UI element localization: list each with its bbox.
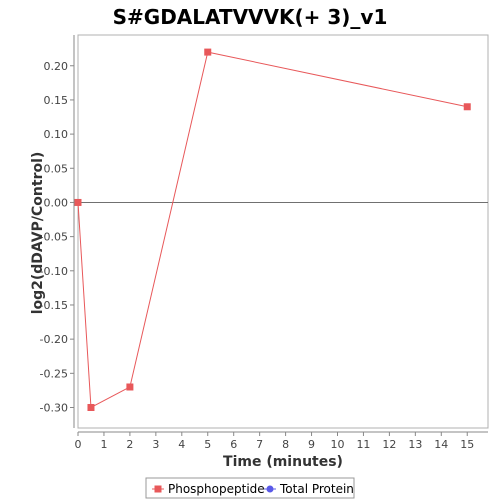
y-tick-label: 0.05 bbox=[44, 162, 69, 175]
x-tick-label: 14 bbox=[434, 438, 448, 451]
legend-items: Phosphopeptide Total Protein bbox=[152, 482, 354, 496]
data-point bbox=[87, 403, 95, 411]
x-tick-label: 1 bbox=[100, 438, 107, 451]
y-axis-title: log2(dDAVP/Control) bbox=[30, 152, 46, 315]
legend-marker bbox=[154, 485, 162, 493]
x-tick-label: 6 bbox=[230, 438, 237, 451]
data-point bbox=[204, 48, 212, 56]
y-axis: 0.20 0.15 0.10 0.05 0.00 -0.05 -0.10 -0.15 -0.20… bbox=[40, 35, 75, 428]
x-axis-title: Time (minutes) bbox=[223, 454, 343, 470]
x-axis: 0 1 2 3 4 5 6 7 8 9 10 11 12 13 14 15 bbox=[75, 431, 488, 451]
x-tick-label: 0 bbox=[75, 438, 82, 451]
x-tick-label: 2 bbox=[126, 438, 133, 451]
y-tick-label: 0.20 bbox=[44, 60, 69, 73]
x-tick-label: 11 bbox=[356, 438, 370, 451]
y-tick-label: -0.30 bbox=[40, 401, 68, 414]
x-tick-label: 5 bbox=[204, 438, 211, 451]
x-tick-label: 4 bbox=[178, 438, 185, 451]
y-tick-label: 0.15 bbox=[44, 94, 69, 107]
plot-area bbox=[77, 34, 489, 429]
y-tick-label: -0.25 bbox=[40, 367, 68, 380]
y-tick-label: -0.20 bbox=[40, 333, 68, 346]
legend-label: Phosphopeptide bbox=[168, 482, 265, 496]
x-tick-label: 3 bbox=[152, 438, 159, 451]
x-tick-label: 9 bbox=[308, 438, 315, 451]
x-tick-label: 7 bbox=[256, 438, 263, 451]
data-point bbox=[74, 198, 82, 206]
legend-label: Total Protein bbox=[279, 482, 354, 496]
x-tick-label: 8 bbox=[282, 438, 289, 451]
series-layer bbox=[74, 48, 471, 411]
y-tick-label: 0.00 bbox=[44, 196, 69, 209]
x-tick-label: 10 bbox=[330, 438, 344, 451]
x-tick-label: 12 bbox=[382, 438, 396, 451]
data-point bbox=[463, 103, 471, 111]
y-tick-label: 0.10 bbox=[44, 128, 69, 141]
y-tick-label: -0.10 bbox=[40, 265, 68, 278]
x-tick-label: 13 bbox=[408, 438, 422, 451]
y-tick-label: -0.05 bbox=[40, 231, 68, 244]
x-tick-label: 15 bbox=[460, 438, 474, 451]
chart-title: S#GDALATVVVK(+ 3)_v1 bbox=[113, 5, 388, 29]
legend-marker bbox=[266, 485, 274, 493]
legend bbox=[145, 477, 355, 499]
data-point bbox=[126, 383, 134, 391]
y-tick-label: -0.15 bbox=[40, 299, 68, 312]
